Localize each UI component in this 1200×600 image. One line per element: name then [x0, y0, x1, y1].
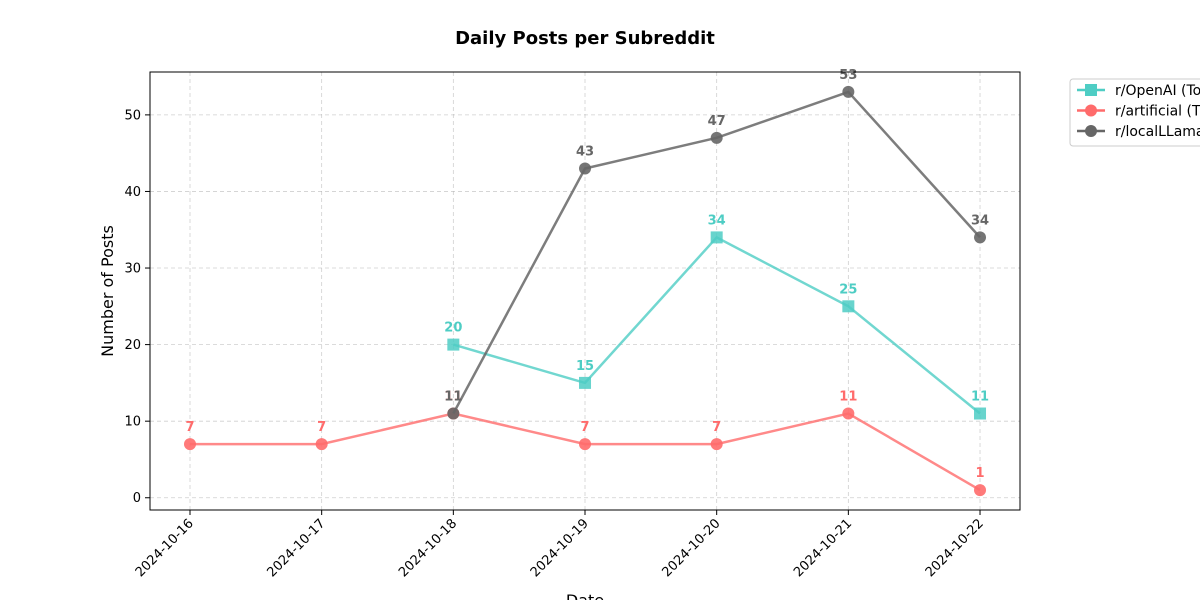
data-label: 43: [576, 144, 594, 159]
y-tick-label: 50: [124, 108, 141, 123]
data-point: [974, 407, 987, 420]
x-tick-label: 2024-10-16: [133, 516, 197, 580]
data-label: 7: [580, 420, 589, 435]
legend-label: r/OpenAI (To: [1115, 83, 1200, 99]
y-tick-label: 0: [133, 491, 141, 506]
series-0: 20 15 34 25 11: [444, 213, 989, 420]
data-point: [579, 438, 592, 451]
data-label: 11: [839, 390, 857, 405]
x-tick-label: 2024-10-18: [396, 516, 460, 580]
y-tick-label: 30: [124, 262, 141, 277]
legend-label: r/localLLama: [1115, 124, 1200, 140]
data-label: 7: [317, 420, 326, 435]
data-point: [842, 407, 855, 420]
data-point: [710, 131, 723, 144]
data-label: 1: [975, 466, 984, 481]
data-point: [974, 231, 987, 244]
data-point: [842, 85, 855, 98]
data-label: 15: [576, 359, 594, 374]
y-axis-label: Number of Posts: [98, 225, 117, 357]
x-axis-label: Date: [566, 591, 604, 600]
data-label: 7: [185, 420, 194, 435]
data-point: [447, 338, 460, 351]
data-point: [710, 438, 723, 451]
legend-label: r/artificial (T: [1115, 104, 1200, 120]
x-tick-label: 2024-10-22: [923, 516, 987, 580]
legend-marker: [1085, 104, 1097, 117]
legend: r/OpenAI (To r/artificial (T r/localLLama: [1069, 78, 1200, 147]
chart-title: Daily Posts per Subreddit: [455, 28, 715, 49]
legend-marker: [1085, 125, 1097, 137]
data-label: 11: [444, 390, 462, 405]
data-label: 20: [444, 321, 462, 336]
data-label: 34: [971, 213, 989, 228]
data-point: [842, 300, 855, 313]
y-tick-label: 40: [124, 185, 141, 200]
x-tick-label: 2024-10-21: [791, 516, 855, 580]
data-point: [579, 162, 592, 175]
data-label: 25: [839, 282, 857, 297]
data-label: 53: [839, 68, 857, 83]
data-point: [447, 407, 460, 420]
data-point: [974, 484, 987, 497]
data-point: [184, 438, 196, 451]
x-tick-label: 2024-10-20: [659, 516, 723, 580]
data-label: 47: [708, 114, 726, 129]
y-tick-label: 10: [124, 415, 141, 430]
x-tick-label: 2024-10-17: [264, 516, 328, 580]
data-point: [710, 231, 723, 244]
data-label: 34: [708, 213, 726, 228]
x-axis: 2024-10-16 2024-10-17 2024-10-18 2024-10-19…: [133, 510, 987, 580]
grid: [150, 72, 1020, 510]
y-tick-label: 20: [124, 338, 141, 353]
data-label: 11: [971, 390, 989, 405]
data-label: 7: [712, 420, 721, 435]
data-label: 11: [444, 390, 462, 405]
data-point: [315, 438, 328, 451]
legend-box: [1069, 78, 1200, 147]
legend-marker: [1085, 84, 1097, 96]
y-axis: 0 10 20 30 40 50: [124, 108, 150, 506]
data-point: [579, 376, 592, 389]
x-tick-label: 2024-10-19: [528, 516, 592, 580]
